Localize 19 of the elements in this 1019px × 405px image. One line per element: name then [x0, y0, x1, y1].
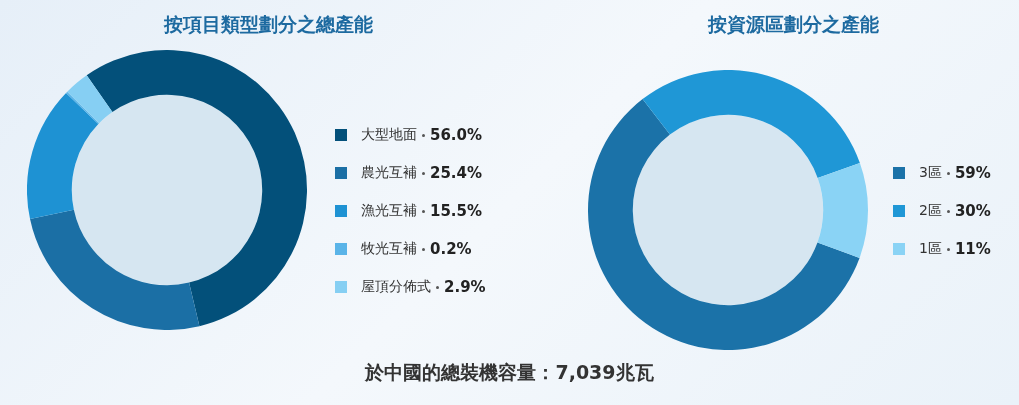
legend-label: 2區 — [919, 202, 942, 220]
legend-label: 牧光互補 — [361, 240, 417, 258]
data-label: 30% — [954, 202, 991, 220]
data-label: 11% — [954, 240, 991, 258]
data-label: 59% — [954, 164, 991, 182]
legend-label: 3區 — [919, 164, 942, 182]
data-label: 0.2% — [430, 240, 472, 258]
data-label: 15.5% — [430, 202, 483, 220]
legend-label: 1區 — [919, 240, 942, 258]
legend-label: 屋頂分佈式 — [361, 278, 431, 296]
legend-label: 漁光互補 — [361, 202, 417, 220]
chart-title: 按項目類型劃分之總產能 — [162, 12, 374, 37]
data-label: 25.4% — [430, 164, 483, 182]
data-label: 2.9% — [444, 278, 486, 296]
data-label: 56.0% — [430, 126, 483, 144]
chart-title: 按資源區劃分之產能 — [706, 12, 880, 37]
legend-label: 農光互補 — [361, 164, 417, 182]
legend-label: 大型地面 — [361, 126, 417, 144]
text: 於中國的總裝機容量：7,039兆瓦 — [364, 360, 655, 385]
